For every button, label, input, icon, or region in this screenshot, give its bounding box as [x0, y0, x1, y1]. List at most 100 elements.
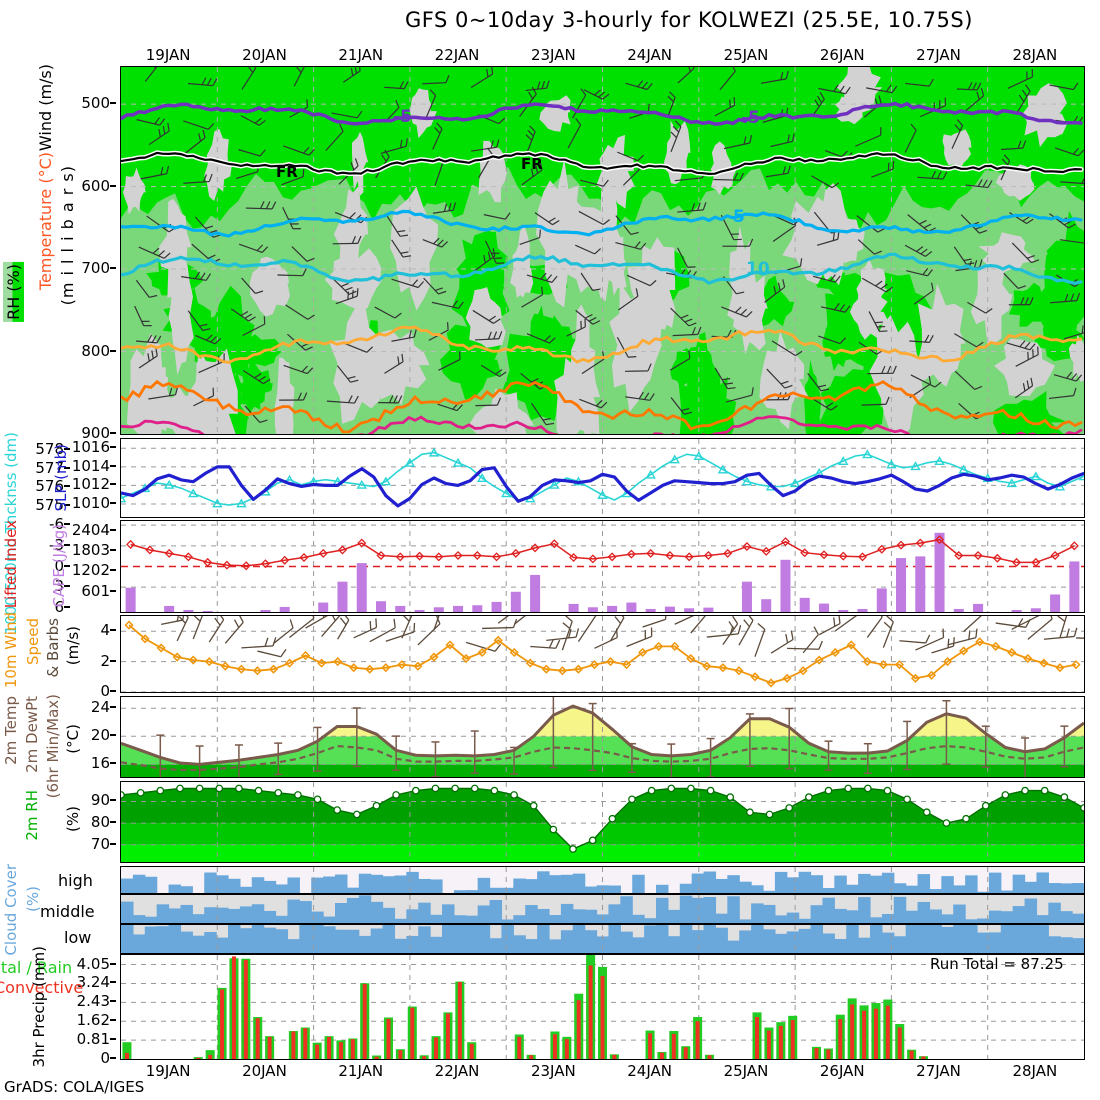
date-label: 24JAN: [627, 46, 672, 64]
axis-tick-mark: [64, 504, 70, 506]
date-label: 23JAN: [530, 1062, 576, 1080]
axis-label-barbs: & Barbs: [44, 618, 62, 678]
axis-label-temperature: Temperature (°C): [36, 152, 55, 291]
axis-tick-label: 576: [35, 477, 64, 496]
axis-label-2m-rh: 2m RH: [23, 790, 41, 841]
axis-tick-label: 16: [90, 754, 110, 773]
legend-total-rain: Total / Rain: [0, 958, 73, 977]
top-date-axis: 19JAN 20JAN 21JAN 22JAN 23JAN 24JAN 25JAN 26JAN…: [120, 46, 1085, 66]
date-label: 20JAN: [242, 46, 287, 64]
legend-convective: Convective: [0, 978, 84, 997]
axis-tick-mark: [110, 549, 116, 552]
svg-text:FR: FR: [276, 163, 298, 181]
slp-yaxis: 1016 1014 1012 1010: [72, 438, 116, 518]
axis-label-3hr-precip: 3hr Precip (mm): [30, 946, 48, 1068]
grads-credit: GrADS: COLA/IGES: [4, 1078, 145, 1096]
axis-label-wind-units: (m/s): [64, 626, 82, 666]
lifted-index-yaxis: -6 -3 0 3 6: [24, 515, 70, 616]
axis-tick-mark: [64, 466, 70, 469]
axis-label-rh: RH (%): [3, 262, 24, 322]
axis-tick-label: 6: [54, 597, 64, 616]
date-label: 28JAN: [1012, 46, 1058, 64]
date-label: 21JAN: [338, 46, 384, 64]
axis-tick-label: 0: [100, 682, 110, 700]
axis-tick-label: 4.05: [76, 954, 110, 973]
axis-tick-label: 0.81: [76, 1030, 110, 1049]
axis-tick-label: 1014: [71, 456, 110, 475]
axis-tick-mark: [110, 432, 116, 434]
axis-tick-mark: [64, 605, 70, 608]
axis-tick-label: 900: [81, 424, 110, 442]
axis-tick-label: -3: [49, 535, 64, 554]
axis-tick-mark: [110, 799, 116, 802]
axis-tick-mark: [110, 464, 116, 467]
axis-label-2m-dewpt: 2m DewPt: [23, 696, 41, 773]
date-label: 21JAN: [338, 1062, 384, 1080]
axis-label-rh-pct: (%): [64, 806, 82, 832]
axis-tick-label: 1803: [71, 541, 110, 560]
wind10m-panel: [120, 615, 1085, 693]
page-title: GFS 0~10day 3-hourly for KOLWEZI (25.5E,…: [405, 8, 973, 32]
axis-tick-mark: [110, 690, 116, 692]
axis-tick-mark: [110, 981, 116, 984]
axis-tick-mark: [110, 102, 116, 105]
axis-tick-mark: [110, 629, 116, 632]
svg-text:FR: FR: [521, 155, 543, 173]
axis-tick-label: 20: [90, 726, 110, 745]
date-label: 22JAN: [434, 1062, 480, 1080]
axis-label-10m-wind: 10m Wind: [2, 612, 20, 689]
cloud-high-panel: [120, 866, 1085, 894]
axis-tick-label: 70: [90, 834, 110, 853]
thickness-slp-panel: [120, 438, 1085, 518]
date-label: 20JAN: [242, 1062, 287, 1080]
axis-tick-label: 500: [81, 94, 110, 113]
axis-label-2m-temp: 2m Temp: [2, 696, 20, 765]
axis-tick-mark: [110, 706, 116, 709]
cloud-label-low: low: [64, 928, 92, 947]
axis-tick-label: 1.62: [76, 1011, 110, 1030]
axis-label-wind: Wind (m/s): [36, 64, 55, 152]
axis-tick-mark: [110, 659, 116, 662]
axis-tick-label: 80: [90, 813, 110, 832]
axis-tick-label: 700: [81, 259, 110, 278]
upper-air-panel: -5 -5 FR FR 5 10: [120, 66, 1085, 435]
axis-tick-label: 577: [35, 458, 64, 477]
svg-text:10: 10: [746, 259, 770, 279]
axis-tick-label: 0: [54, 556, 64, 575]
precip-yaxis: 4.05 3.24 2.43 1.62 0.81 0: [50, 948, 116, 1067]
axis-tick-mark: [110, 267, 116, 270]
date-label: 25JAN: [723, 46, 769, 64]
axis-tick-mark: [110, 446, 116, 449]
axis-tick-mark: [110, 1057, 116, 1059]
axis-label-minmax: (6hr Min/Max): [44, 694, 62, 799]
date-label: 27JAN: [916, 46, 961, 64]
axis-tick-mark: [110, 1038, 116, 1041]
date-label: 26JAN: [819, 1062, 865, 1080]
axis-tick-label: -6: [49, 515, 64, 534]
axis-tick-label: 3.24: [76, 973, 110, 992]
axis-tick-label: 575: [35, 496, 64, 514]
date-label: 22JAN: [434, 46, 480, 64]
cape-yaxis: 2404 1803 1202 601: [68, 520, 116, 613]
axis-tick-label: 800: [81, 341, 110, 360]
axis-tick-mark: [64, 564, 70, 567]
axis-label-speed: Speed: [24, 618, 42, 666]
axis-tick-mark: [110, 821, 116, 824]
axis-tick-label: 1202: [71, 561, 110, 580]
axis-tick-mark: [64, 448, 70, 451]
axis-label-cloud-pct: (%): [24, 886, 42, 912]
precip-run-total: Run Total = 87.25: [930, 955, 1064, 973]
axis-tick-mark: [110, 962, 116, 965]
axis-tick-mark: [64, 585, 70, 588]
axis-tick-mark: [110, 483, 116, 486]
axis-tick-mark: [64, 523, 70, 526]
axis-tick-mark: [110, 528, 116, 531]
axis-tick-label: 1012: [71, 475, 110, 494]
rh2m-panel: [120, 781, 1085, 863]
axis-tick-label: 2404: [71, 520, 110, 539]
axis-tick-mark: [64, 485, 70, 488]
axis-label-lifted-index: Lifted Index: [2, 520, 20, 609]
axis-tick-label: 1010: [71, 494, 110, 512]
axis-tick-label: 3: [54, 577, 64, 596]
axis-tick-label: 600: [81, 176, 110, 195]
